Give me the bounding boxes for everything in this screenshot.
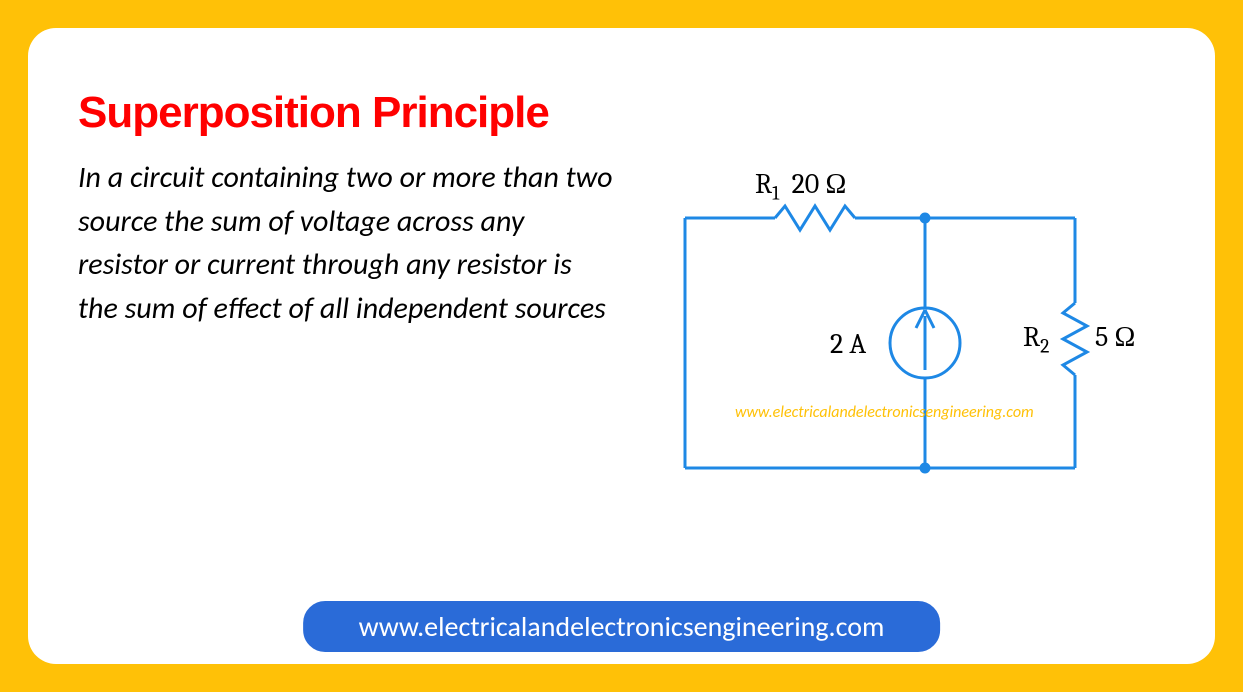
r1-label: R1 20 Ω <box>755 168 846 205</box>
r1-symbol: R1 <box>755 168 779 200</box>
r2-label: R2 <box>1023 321 1049 358</box>
circuit-watermark: www.electricalandelectronicsengineering.… <box>735 403 1034 422</box>
outer-frame: Superposition Principle In a circuit con… <box>0 0 1243 692</box>
slide-title: Superposition Principle <box>78 88 1165 138</box>
footer-url-pill: www.electricalandelectronicsengineering.… <box>301 599 943 654</box>
inner-card: Superposition Principle In a circuit con… <box>28 28 1215 664</box>
current-source-label: 2 A <box>830 328 866 360</box>
body-paragraph: In a circuit containing two or more than… <box>78 156 618 330</box>
circuit-diagram: R1 20 Ω R2 5 Ω 2 A www.electricalandelec… <box>645 158 1175 518</box>
r2-value: 5 Ω <box>1095 321 1135 354</box>
r2-symbol: R2 <box>1023 321 1049 353</box>
r1-value: 20 Ω <box>792 168 847 200</box>
